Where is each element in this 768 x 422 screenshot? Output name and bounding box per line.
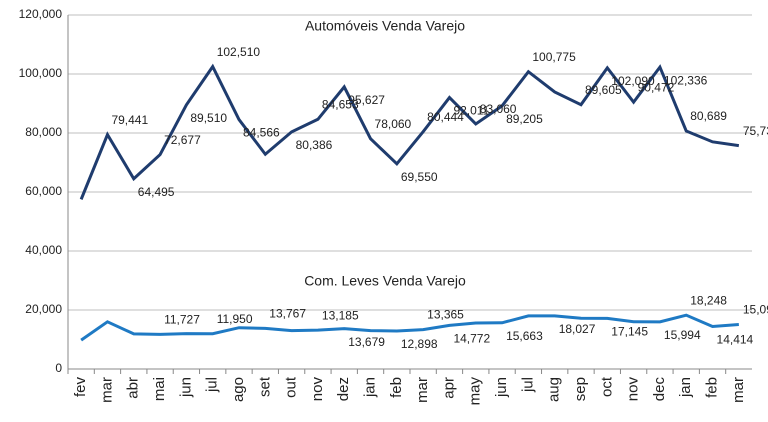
data-label: 12,898: [401, 337, 438, 351]
x-tick-label: fev: [72, 377, 89, 398]
data-label: 89,605: [585, 83, 622, 97]
data-label: 15,090: [743, 303, 768, 317]
data-label: 80,689: [690, 109, 727, 123]
data-label: 13,185: [322, 308, 359, 322]
data-label: 15,994: [664, 328, 701, 342]
y-tick-label: 20,000: [25, 302, 62, 316]
data-label: 100,775: [532, 50, 576, 64]
y-tick-label: 60,000: [25, 184, 62, 198]
data-label: 78,060: [375, 117, 412, 131]
data-label: 11,950: [217, 312, 253, 326]
x-tick-label: jan: [362, 377, 379, 398]
data-label: 13,767: [269, 307, 306, 321]
data-label: 11,727: [164, 313, 200, 327]
data-label: 75,735: [743, 124, 768, 138]
series-title: Com. Leves Venda Varejo: [304, 273, 466, 289]
x-tick-label: may: [467, 377, 484, 406]
x-tick-label: ago: [230, 377, 247, 402]
x-tick-label: oct: [598, 376, 615, 397]
x-tick-label: feb: [388, 377, 405, 398]
x-tick-label: jun: [493, 377, 510, 398]
data-label: 69,550: [401, 170, 438, 184]
data-label: 72,677: [164, 133, 201, 147]
series-title: Automóveis Venda Varejo: [305, 18, 465, 34]
data-label: 80,444: [427, 110, 464, 124]
x-tick-label: aug: [546, 377, 563, 402]
data-label: 79,441: [111, 113, 148, 127]
x-tick-label: dez: [335, 377, 352, 401]
data-label: 89,510: [190, 111, 227, 125]
data-label: 84,566: [243, 126, 280, 140]
data-label: 89,205: [506, 112, 543, 126]
x-tick-label: mai: [151, 377, 168, 401]
data-label: 102,336: [664, 73, 708, 87]
x-tick-label: nov: [309, 377, 326, 402]
x-tick-label: nov: [625, 377, 642, 402]
x-tick-label: jan: [677, 377, 694, 398]
data-label: 102,090: [611, 74, 655, 88]
x-tick-label: mar: [414, 377, 431, 403]
data-label: 17,145: [611, 325, 648, 339]
y-tick-label: 80,000: [25, 125, 62, 139]
data-label: 15,663: [506, 329, 543, 343]
data-label: 14,414: [717, 333, 754, 347]
x-tick-label: sep: [572, 377, 589, 401]
y-tick-label: 40,000: [25, 243, 62, 257]
data-label: 14,772: [453, 332, 490, 346]
data-label: 90,472: [638, 80, 675, 94]
line-series: [80, 313, 739, 342]
x-tick-label: set: [256, 376, 273, 397]
x-tick-label: abr: [125, 377, 142, 399]
x-tick-label: jul: [519, 377, 536, 393]
x-tick-label: apr: [440, 377, 457, 399]
data-label: 13,365: [427, 308, 464, 322]
data-label: 84,653: [322, 97, 359, 111]
data-label: 13,679: [348, 335, 385, 349]
x-tick-label: jul: [204, 377, 221, 393]
line-series: [79, 63, 740, 200]
data-label: 80,386: [296, 138, 333, 152]
y-tick-label: 120,000: [19, 7, 63, 21]
data-label: 95,627: [348, 93, 385, 107]
x-tick-label: out: [283, 376, 300, 398]
x-tick-label: mar: [730, 377, 747, 403]
data-label: 64,495: [138, 185, 175, 199]
data-label: 102,510: [217, 45, 261, 59]
data-label: 18,027: [559, 322, 596, 336]
x-tick-label: jun: [177, 377, 194, 398]
data-label: 18,248: [690, 293, 727, 307]
y-tick-label: 0: [55, 361, 62, 375]
x-tick-label: dec: [651, 377, 668, 402]
x-tick-label: feb: [704, 377, 721, 398]
data-label: 92,011: [453, 104, 489, 118]
y-tick-label: 100,000: [19, 66, 63, 80]
x-tick-label: mar: [98, 377, 115, 403]
data-label: 83,060: [480, 102, 517, 116]
